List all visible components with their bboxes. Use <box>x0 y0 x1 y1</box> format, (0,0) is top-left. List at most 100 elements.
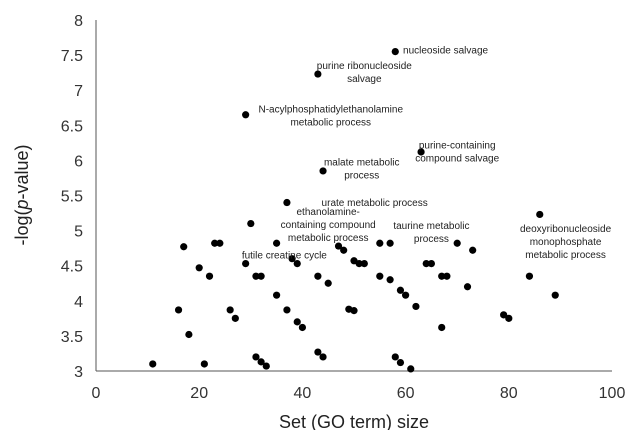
y-tick-label: 7 <box>74 83 83 100</box>
y-tick-label: 5 <box>74 224 83 241</box>
point-annotation: urate metabolic process <box>322 198 428 209</box>
annotation-line: urate metabolic process <box>322 198 428 209</box>
data-point <box>185 330 193 339</box>
annotation-line: purine ribonucleoside <box>317 61 413 72</box>
annotation-line: metabolic process <box>290 118 371 129</box>
data-point <box>200 360 208 368</box>
x-tick-label: 100 <box>599 385 626 402</box>
data-point <box>293 259 301 268</box>
tick-labels: 0 20 40 60 80 100 3 3.5 4 4.5 5 5.5 6 6.5 7 7.5 8 <box>61 13 626 402</box>
data-point <box>324 279 332 287</box>
data-point <box>283 198 291 207</box>
point-annotation: deoxyribonucleoside monophosphate metaboli… <box>520 224 612 261</box>
data-point <box>350 307 358 315</box>
data-point <box>180 243 188 251</box>
y-axis-title-prefix: -log( <box>12 210 32 246</box>
data-point <box>376 272 384 280</box>
data-point <box>412 302 420 311</box>
data-point <box>319 167 327 175</box>
data-point <box>273 291 281 299</box>
y-tick-label: 4.5 <box>61 259 83 276</box>
data-point <box>293 318 301 326</box>
y-tick-label: 4 <box>74 294 83 311</box>
point-annotation: malate metabolic process <box>324 157 400 181</box>
data-points <box>149 47 559 373</box>
data-point <box>211 239 219 247</box>
annotation-line: compound salvage <box>415 153 499 164</box>
data-point <box>174 306 183 314</box>
annotation-line: futile creatine cycle <box>242 251 327 262</box>
data-point <box>314 272 322 280</box>
data-point <box>386 239 394 247</box>
data-point <box>334 242 343 250</box>
data-point <box>391 47 399 56</box>
data-point <box>407 365 415 373</box>
y-tick-label: 6 <box>74 153 83 170</box>
annotation-line: malate metabolic <box>324 157 400 168</box>
annotation-line: process <box>414 234 449 245</box>
point-annotation: N-acylphosphatidylethanolamine metabolic … <box>259 105 404 129</box>
data-point <box>319 353 327 361</box>
data-point <box>252 353 260 361</box>
data-point <box>469 246 477 254</box>
point-annotation: purine ribonucleoside salvage <box>317 61 413 85</box>
annotation-line: containing compound <box>281 220 376 231</box>
data-point <box>391 353 399 361</box>
data-point <box>226 306 234 314</box>
point-annotation: purine-containing compound salvage <box>415 140 499 164</box>
annotation-line: monophosphate <box>530 237 602 248</box>
x-tick-label: 20 <box>190 385 208 402</box>
x-tick-label: 80 <box>500 385 518 402</box>
data-point <box>427 259 435 268</box>
data-point <box>438 323 446 332</box>
y-axis-title-suffix: -value) <box>12 144 32 199</box>
y-tick-label: 3.5 <box>61 329 83 346</box>
data-point <box>149 360 157 368</box>
data-point <box>205 272 214 280</box>
point-annotation: nucleoside salvage <box>403 46 488 57</box>
data-point <box>438 272 446 280</box>
data-point <box>283 306 291 314</box>
data-point <box>396 286 405 294</box>
annotations: nucleoside salvage purine ribonucleoside s… <box>242 46 612 262</box>
annotation-line: process <box>344 170 379 181</box>
x-tick-label: 0 <box>92 385 101 402</box>
annotation-line: taurine metabolic <box>393 221 469 232</box>
point-annotation: futile creatine cycle <box>242 251 327 262</box>
annotation-line: N-acylphosphatidylethanolamine <box>259 105 404 116</box>
data-point <box>443 272 451 280</box>
y-tick-label: 7.5 <box>61 48 83 65</box>
data-point <box>231 314 239 322</box>
annotation-line: salvage <box>347 74 382 85</box>
data-point <box>314 70 322 78</box>
data-point <box>257 272 265 280</box>
annotation-line: metabolic process <box>288 233 369 244</box>
data-point <box>262 362 270 370</box>
data-point <box>422 259 430 268</box>
data-point <box>257 358 265 366</box>
x-tick-label: 40 <box>294 385 312 402</box>
data-point <box>386 276 394 284</box>
y-axis-title-variable: p <box>12 200 32 211</box>
annotation-line: ethanolamine- <box>297 207 360 218</box>
data-point <box>288 255 296 263</box>
y-tick-label: 5.5 <box>61 189 83 206</box>
data-point <box>500 311 508 319</box>
data-point <box>216 239 224 247</box>
data-point <box>252 272 260 280</box>
y-axis-title: -log(p-value) <box>12 144 32 245</box>
data-point <box>551 291 559 299</box>
data-point <box>376 239 384 247</box>
data-point <box>273 239 281 247</box>
data-point <box>536 210 544 219</box>
x-axis-title: Set (GO term) size <box>279 412 429 430</box>
data-point <box>340 246 348 254</box>
data-point <box>402 291 410 299</box>
x-tick-label: 60 <box>397 385 415 402</box>
annotation-line: nucleoside salvage <box>403 46 488 57</box>
annotation-line: metabolic process <box>525 250 606 261</box>
data-point <box>298 323 306 332</box>
data-point <box>247 219 255 228</box>
data-point <box>463 283 472 291</box>
data-point <box>525 272 534 280</box>
